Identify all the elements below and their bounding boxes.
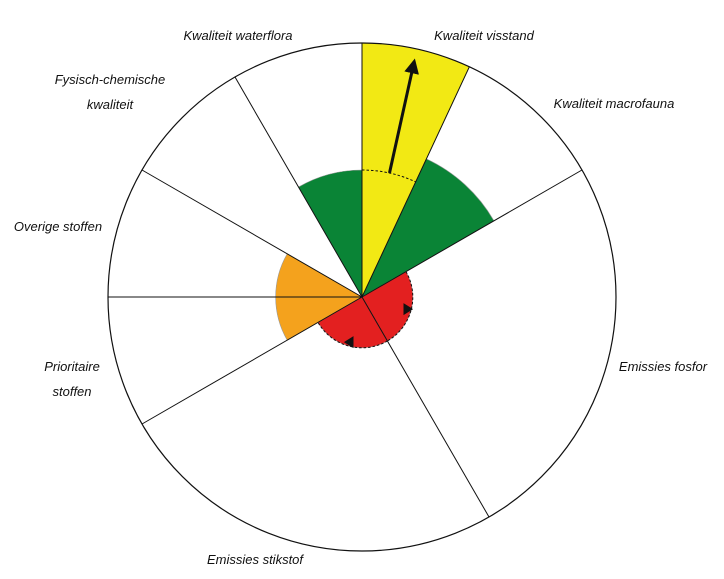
divider-line-3	[361, 296, 490, 518]
target-arc-2	[387, 271, 414, 342]
divider-line-1	[361, 66, 470, 298]
sector-label-1: Kwaliteit macrofauna	[554, 96, 675, 111]
sector-label-line: Emissies stikstof	[207, 552, 304, 567]
sector-label-line: Prioritaire	[44, 359, 100, 374]
target-arc-0	[361, 169, 416, 183]
sector-label-line: kwaliteit	[87, 97, 135, 112]
sector-dividers	[108, 43, 583, 518]
sector-label-2: Emissies fosfor	[619, 359, 708, 374]
sector-label-3: Emissies stikstof	[207, 552, 304, 567]
sector-label-line: Emissies fosfor	[619, 359, 708, 374]
direction-marker-2	[403, 303, 414, 316]
sector-label-0: Kwaliteit visstand	[434, 28, 534, 43]
sector-label-line: stoffen	[52, 384, 91, 399]
sector-label-line: Kwaliteit macrofauna	[554, 96, 675, 111]
divider-line-4	[141, 296, 363, 425]
sector-label-7: Kwaliteit waterflora	[183, 28, 292, 43]
direction-marker-3	[343, 336, 354, 349]
sector-label-line: Kwaliteit visstand	[434, 28, 534, 43]
sector-label-line: Overige stoffen	[14, 219, 102, 234]
divider-line-2	[361, 169, 583, 298]
target-arcs	[317, 169, 416, 349]
divider-line-6	[141, 169, 363, 298]
outer-circle	[107, 42, 617, 552]
sector-labels: Kwaliteit visstand Kwaliteit macrofauna Em…	[14, 28, 708, 567]
sector-label-6: Fysisch-chemische kwaliteit	[55, 72, 166, 112]
sector-label-line: Kwaliteit waterflora	[183, 28, 292, 43]
sector-label-5: Overige stoffen	[14, 219, 102, 234]
sector-fill-1	[361, 158, 495, 298]
trend-arrow-0	[388, 58, 419, 174]
divider-line-7	[234, 76, 363, 298]
sector-label-line: Fysisch-chemische	[55, 72, 166, 87]
sector-fills	[275, 42, 495, 349]
sector-label-4: Prioritaire stoffen	[44, 359, 100, 399]
markers	[343, 58, 419, 349]
target-arc-3	[317, 322, 388, 349]
